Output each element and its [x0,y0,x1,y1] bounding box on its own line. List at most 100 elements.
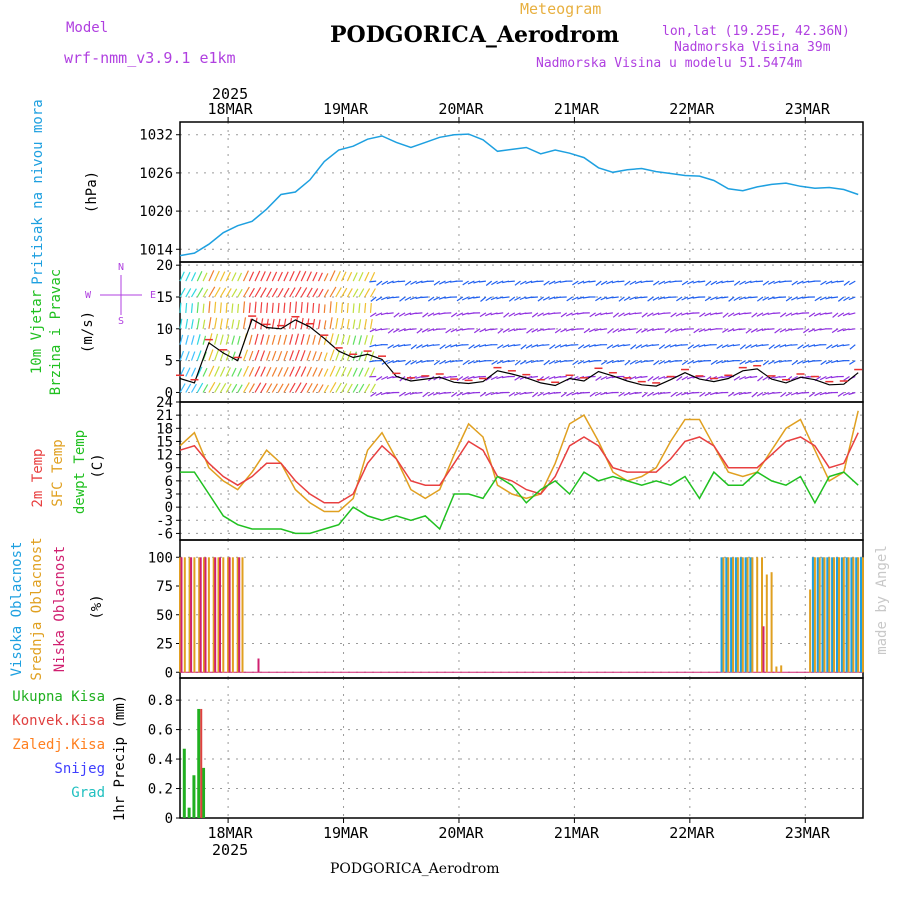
wind-arrow [214,270,220,282]
low-cloud-label: Niska Oblacnost [52,546,68,672]
wind-arrow [358,383,365,393]
wind-arrow [744,375,752,380]
wind-arrow [485,280,493,286]
wind-arrow [450,344,458,348]
wind-arrow [635,360,642,364]
wind-arrow [271,383,278,393]
wind-arrow [600,280,608,286]
wind-arrow [831,360,839,364]
wind-arrow [802,391,810,394]
wind-arrow [808,392,816,398]
wind-arrow [415,280,423,285]
wind-arrow [548,375,556,380]
wind-arrow [571,391,579,396]
y-tick-label: 15 [156,290,173,306]
mid-cloud-bar [236,557,239,673]
wind-arrow [266,271,272,282]
wind-arrow [208,381,216,393]
pressure-line [179,133,859,257]
wind-arrow [554,328,562,334]
wind-arrow [214,317,218,329]
wind-arrow [364,351,369,361]
wind-arrow [693,328,700,334]
wind-arrow [676,296,683,302]
low-cloud-bar [762,626,765,673]
y-tick-label: 9 [165,461,173,477]
wind-arrow [832,312,839,318]
wind-arrow [773,360,781,364]
wind-arrow [214,333,219,345]
credit-watermark: made by Angel [874,545,890,655]
wind-arrow [260,382,267,393]
wind-arrow [467,296,475,300]
wind-arrow [507,360,515,363]
wind-arrow [831,344,839,349]
wind-arrow [294,349,300,361]
wind-arrow [375,312,383,317]
wind-arrow [277,367,283,377]
wind-arrow [548,328,556,330]
wind-arrow [745,328,752,334]
wind-arrow [508,391,516,397]
mid-cloud-bar [780,665,783,673]
wind-arrow [335,366,341,377]
wind-arrow [479,328,487,333]
wind-arrow [266,350,271,361]
wind-arrow [704,391,712,397]
wind-arrow [352,383,359,393]
wind-arrow [652,391,660,396]
wind-arrow [329,317,333,329]
wind-arrow [473,360,481,364]
wind-arrow [444,280,452,284]
wind-arrow [404,391,412,396]
high-cloud-bar [826,557,830,673]
wind-arrow [589,312,596,318]
wind-arrow [409,328,417,331]
wind-arrow [755,280,764,283]
wind-arrow [300,366,307,377]
wind-arrow [779,312,787,318]
wind-arrow [300,270,307,282]
wind-arrow [444,344,452,349]
wind-arrow [704,296,712,302]
wind-arrow [294,382,302,393]
wind-arrow [618,312,625,318]
wind-arrow [427,312,435,317]
wind-arrow [790,391,798,396]
high-cloud-bar [720,557,724,673]
wind-arrow [190,351,196,361]
wind-arrow [271,350,277,361]
wind-arrow [289,287,296,298]
wind-arrow [572,360,579,366]
wind-arrow [837,392,845,397]
wind-arrow [681,280,689,286]
wind-arrow [433,280,441,286]
wind-arrow [306,350,312,361]
wind-arrow [231,288,238,298]
wind-arrow [647,376,654,382]
wind-arrow [549,344,556,350]
high-cloud-bar [840,557,844,673]
wind-arrow [266,287,273,298]
wind-arrow [312,367,318,377]
wind-arrow [791,296,798,301]
wind-arrow [843,296,850,302]
wind-arrow [542,344,550,346]
mid-cloud-bar [227,557,230,673]
mid-cloud-bar [198,557,201,673]
y-tick-label: 0 [165,811,173,827]
wind-arrow [358,367,364,377]
wind-arrow [589,392,596,397]
wind-arrow [294,270,301,282]
wind-arrow [819,391,827,396]
wind-arrow [848,312,856,316]
wind-arrow [525,360,533,364]
wind-arrow [312,383,319,393]
wind-arrow [629,375,637,380]
wind-arrow [237,335,241,345]
wind-arrow [825,375,833,380]
wind-arrow [617,280,625,283]
wind-arrow [634,312,642,315]
wind-arrow [814,312,821,317]
